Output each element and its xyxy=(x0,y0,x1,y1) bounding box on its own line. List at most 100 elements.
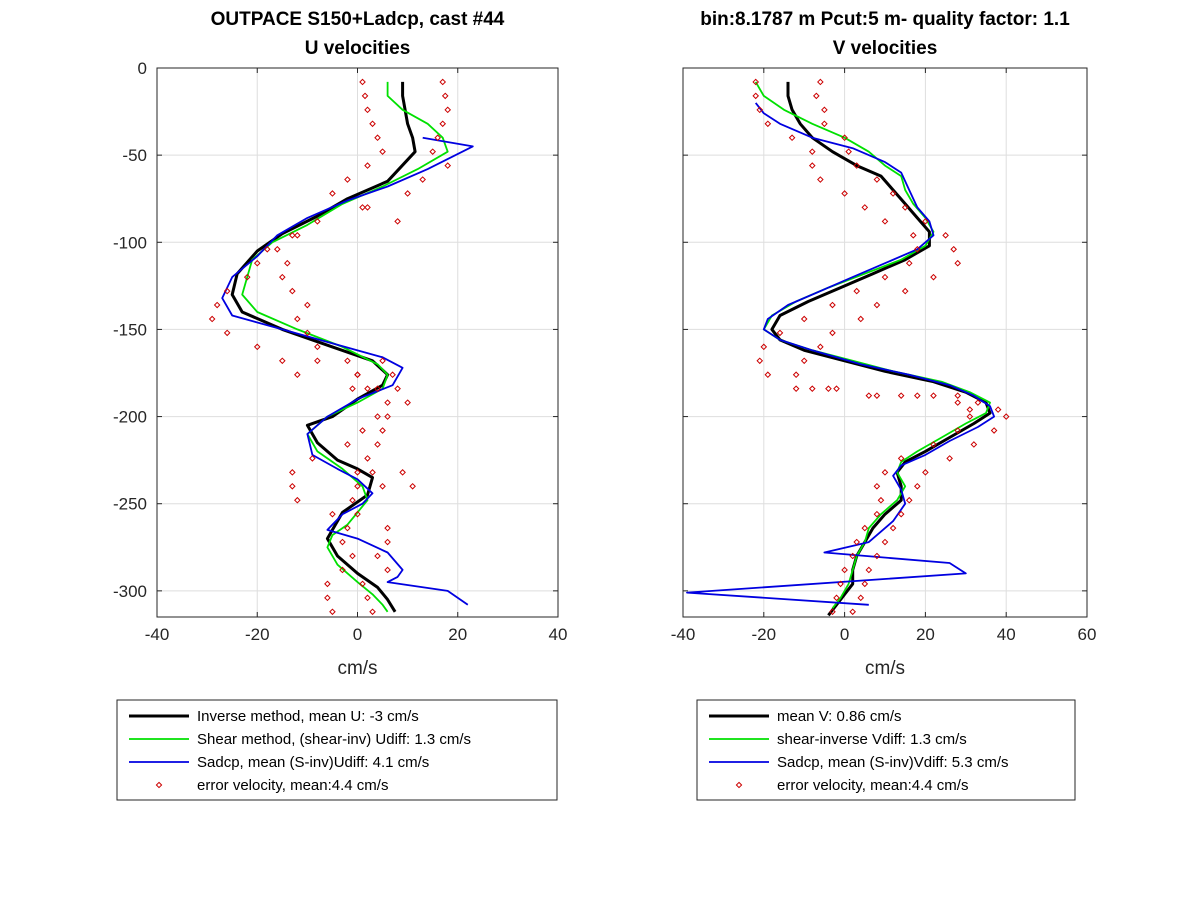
error-velocity-marker xyxy=(897,510,905,518)
error-velocity-marker xyxy=(354,371,361,379)
error-velocity-marker xyxy=(897,392,905,399)
error-velocity-marker xyxy=(861,524,869,532)
chart-title: OUTPACE S150+Ladcp, cast #44 xyxy=(211,9,505,30)
error-velocity-marker xyxy=(279,357,286,365)
error-velocity-marker xyxy=(954,399,962,406)
error-velocity-marker xyxy=(444,106,452,114)
legend-entry: mean V: 0.86 cm/s xyxy=(777,708,902,725)
data-layer xyxy=(208,78,474,616)
error-velocity-marker xyxy=(954,427,962,434)
error-velocity-marker xyxy=(800,357,808,365)
error-velocity-marker xyxy=(857,315,865,323)
error-velocity-marker xyxy=(314,218,321,225)
y-tick-label: -250 xyxy=(113,495,147,514)
legend-entry: error velocity, mean:4.4 cm/s xyxy=(197,777,388,794)
error-velocity-marker xyxy=(833,385,840,392)
error-velocity-marker xyxy=(873,482,881,490)
legend-marker xyxy=(155,781,163,789)
error-velocity-marker xyxy=(379,357,386,365)
error-velocity-marker xyxy=(309,455,316,462)
legend-entry: Sadcp, mean (S-inv)Vdiff: 5.3 cm/s xyxy=(777,754,1008,771)
error-velocity-marker xyxy=(901,204,909,211)
error-velocity-marker xyxy=(994,406,1002,413)
error-velocity-marker xyxy=(897,455,905,462)
error-velocity-marker xyxy=(279,273,286,281)
chart-panel-1: -40 -20 0 20 400-50-100-150-200-250-300OUTPA… xyxy=(113,9,567,801)
error-velocity-marker xyxy=(873,510,881,518)
error-velocity-marker xyxy=(384,566,391,574)
chart-title: bin:8.1787 m Pcut:5 m- quality factor: 1… xyxy=(700,9,1070,30)
error-velocity-marker xyxy=(881,273,889,281)
error-velocity-marker xyxy=(304,301,311,309)
error-velocity-marker xyxy=(314,343,321,351)
error-velocity-marker xyxy=(349,496,356,504)
error-velocity-marker xyxy=(374,134,381,142)
error-velocity-marker xyxy=(954,259,962,267)
error-velocity-marker xyxy=(344,357,351,365)
error-velocity-marker xyxy=(394,385,401,392)
error-velocity-marker xyxy=(243,273,251,281)
y-tick-label: -50 xyxy=(122,146,147,165)
error-velocity-marker xyxy=(354,510,361,518)
error-velocity-marker xyxy=(289,232,296,239)
error-velocity-marker xyxy=(817,176,824,183)
error-velocity-marker xyxy=(853,287,861,295)
error-velocity-marker xyxy=(808,385,816,392)
error-velocity-marker xyxy=(394,218,401,225)
y-tick-label: 0 xyxy=(138,59,147,78)
series-line-3 xyxy=(221,136,474,606)
error-velocity-marker xyxy=(329,190,336,197)
error-velocity-marker xyxy=(821,120,828,128)
error-velocity-marker xyxy=(329,510,336,518)
error-velocity-marker xyxy=(853,538,861,546)
error-velocity-marker xyxy=(865,392,873,399)
error-velocity-marker xyxy=(833,594,840,602)
error-velocity-marker xyxy=(289,287,296,295)
error-velocity-marker xyxy=(817,78,824,86)
error-velocity-marker xyxy=(756,106,764,114)
chart-panel-2: -40 -20 0 20 40 60 bin:8.1787 m Pcut:5 m- qual… xyxy=(671,9,1096,801)
error-velocity-marker xyxy=(399,469,406,476)
error-velocity-marker xyxy=(434,134,442,142)
error-velocity-marker xyxy=(389,371,396,379)
error-velocity-marker xyxy=(764,120,772,128)
error-velocity-marker xyxy=(829,329,836,337)
error-velocity-marker xyxy=(922,469,929,476)
error-velocity-marker xyxy=(930,441,937,448)
x-tick-label: -20 xyxy=(752,625,777,644)
error-velocity-marker xyxy=(873,552,881,560)
error-velocity-marker xyxy=(776,329,784,337)
error-velocity-marker xyxy=(946,455,953,462)
error-velocity-marker xyxy=(213,301,221,309)
error-velocity-marker xyxy=(364,385,371,392)
error-velocity-marker xyxy=(861,580,869,588)
error-velocity-marker xyxy=(349,385,356,392)
error-velocity-marker xyxy=(253,259,261,267)
error-velocity-marker xyxy=(324,594,331,602)
error-velocity-marker xyxy=(273,245,281,253)
error-velocity-marker xyxy=(359,427,366,434)
error-velocity-marker xyxy=(374,385,381,392)
error-velocity-marker xyxy=(881,538,889,546)
legend: mean V: 0.86 cm/s shear-inverse Vdiff: 1.… xyxy=(696,699,1076,801)
x-tick-label: 20 xyxy=(448,625,467,644)
error-velocity-marker xyxy=(404,190,411,197)
error-velocity-marker xyxy=(825,385,832,392)
error-velocity-marker xyxy=(950,245,957,253)
error-velocity-marker xyxy=(901,287,909,295)
error-velocity-marker xyxy=(284,259,291,267)
error-velocity-marker xyxy=(379,427,386,434)
error-velocity-marker xyxy=(294,496,301,504)
error-velocity-marker xyxy=(364,204,371,211)
legend-entry: Shear method, (shear-inv) Udiff: 1.3 cm/… xyxy=(197,731,471,748)
error-velocity-marker xyxy=(441,92,449,100)
error-velocity-marker xyxy=(970,441,978,448)
error-velocity-marker xyxy=(849,608,856,616)
error-velocity-marker xyxy=(263,245,271,253)
error-velocity-marker xyxy=(877,496,885,504)
error-velocity-marker xyxy=(760,343,768,351)
series-line-1 xyxy=(770,81,992,617)
x-tick-label: 0 xyxy=(353,625,362,644)
error-velocity-marker xyxy=(813,92,820,100)
